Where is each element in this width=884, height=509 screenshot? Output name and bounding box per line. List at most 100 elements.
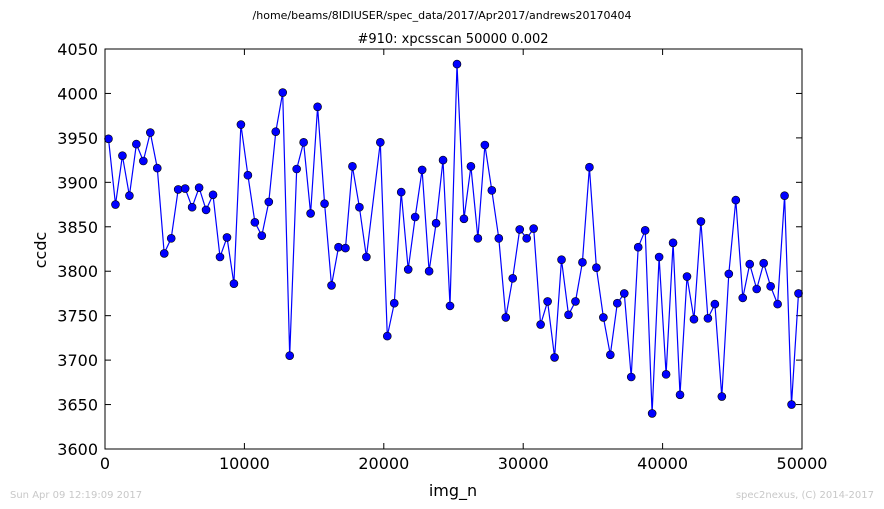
data-point <box>606 350 615 360</box>
data-point <box>459 214 469 224</box>
data-point <box>125 191 134 200</box>
data-point <box>299 138 308 147</box>
data-point <box>243 170 253 180</box>
data-point <box>187 202 197 212</box>
data-point <box>578 258 587 267</box>
data-point <box>132 139 141 149</box>
data-point <box>585 162 594 172</box>
data-point <box>564 310 573 320</box>
x-tick-label: 0 <box>100 454 110 473</box>
plot-frame <box>104 48 803 450</box>
data-series <box>104 59 803 418</box>
data-point <box>703 314 713 323</box>
data-point <box>166 234 176 243</box>
data-point <box>271 127 281 136</box>
data-point <box>139 156 148 166</box>
data-point <box>515 225 525 234</box>
data-point <box>222 233 232 242</box>
data-point <box>445 301 455 311</box>
data-point <box>717 392 727 401</box>
data-point <box>766 282 775 291</box>
data-point <box>675 390 685 400</box>
y-tick-label: 3900 <box>57 173 98 192</box>
data-point <box>348 162 357 171</box>
data-point <box>362 252 371 262</box>
data-point <box>599 313 608 322</box>
data-point <box>780 191 789 200</box>
data-point <box>313 102 322 112</box>
data-point <box>417 165 427 175</box>
data-point <box>424 266 434 276</box>
data-point <box>787 400 796 409</box>
data-point <box>152 163 162 173</box>
data-point <box>612 298 622 308</box>
data-point <box>571 297 580 306</box>
data-point <box>640 226 650 235</box>
data-point <box>682 272 692 281</box>
data-point <box>731 195 741 205</box>
x-tick-label: 30000 <box>498 454 549 473</box>
data-point <box>236 120 246 129</box>
y-tick-label: 3800 <box>57 262 98 281</box>
data-point <box>208 190 218 200</box>
y-tick-label: 3950 <box>57 129 98 148</box>
data-point <box>159 249 169 258</box>
data-point <box>494 234 504 243</box>
data-point <box>466 162 476 171</box>
data-point <box>752 284 761 294</box>
data-point <box>389 298 399 308</box>
y-tick-label: 4000 <box>57 84 98 103</box>
data-point <box>557 255 566 264</box>
data-point <box>431 218 441 228</box>
data-point <box>438 155 448 165</box>
data-point <box>773 299 782 309</box>
data-point <box>201 205 211 215</box>
y-axis-label: ccdc <box>31 232 50 269</box>
y-tick-label: 3750 <box>57 307 98 326</box>
data-point <box>487 186 497 195</box>
data-point <box>480 140 490 150</box>
data-point <box>104 134 113 144</box>
data-point <box>647 409 657 418</box>
data-point <box>661 370 671 379</box>
y-tick-label: 3700 <box>57 351 98 370</box>
data-point <box>327 281 336 290</box>
axis-tick-labels: 0 10000 20000 30000 40000 50000 3600 3650 3700 37… <box>57 40 827 473</box>
data-point <box>626 372 636 382</box>
data-point <box>529 224 538 233</box>
data-point <box>654 252 664 262</box>
data-point <box>118 151 127 160</box>
data-point <box>111 200 120 209</box>
data-point <box>257 231 267 240</box>
data-point <box>410 212 420 222</box>
data-point <box>396 187 406 197</box>
data-point <box>146 128 155 137</box>
footer-credit: spec2nexus, (C) 2014-2017 <box>736 490 874 501</box>
data-point <box>501 313 511 322</box>
data-point <box>180 184 190 193</box>
x-axis-label: img_n <box>429 481 477 501</box>
data-point <box>724 269 734 279</box>
data-point <box>264 197 274 207</box>
data-point <box>738 293 748 303</box>
data-point <box>320 199 329 208</box>
y-tick-label: 4050 <box>57 40 98 59</box>
data-point <box>278 88 288 97</box>
data-point <box>794 289 803 298</box>
data-point <box>522 234 531 243</box>
chart-subtitle: /home/beams/8IDIUSER/spec_data/2017/Apr2… <box>253 9 632 22</box>
x-tick-label: 40000 <box>637 454 688 473</box>
data-point <box>633 242 643 252</box>
footer-timestamp: Sun Apr 09 12:19:09 2017 <box>10 490 142 501</box>
data-point <box>696 217 706 226</box>
data-point <box>229 279 239 288</box>
data-point <box>592 263 601 272</box>
data-point <box>543 297 552 306</box>
data-point <box>382 331 392 341</box>
y-tick-label: 3650 <box>57 396 98 415</box>
data-point <box>452 59 462 69</box>
data-point <box>473 234 483 243</box>
data-point <box>508 274 518 283</box>
chart-title: #910: xpcsscan 50000 0.002 <box>357 32 548 47</box>
